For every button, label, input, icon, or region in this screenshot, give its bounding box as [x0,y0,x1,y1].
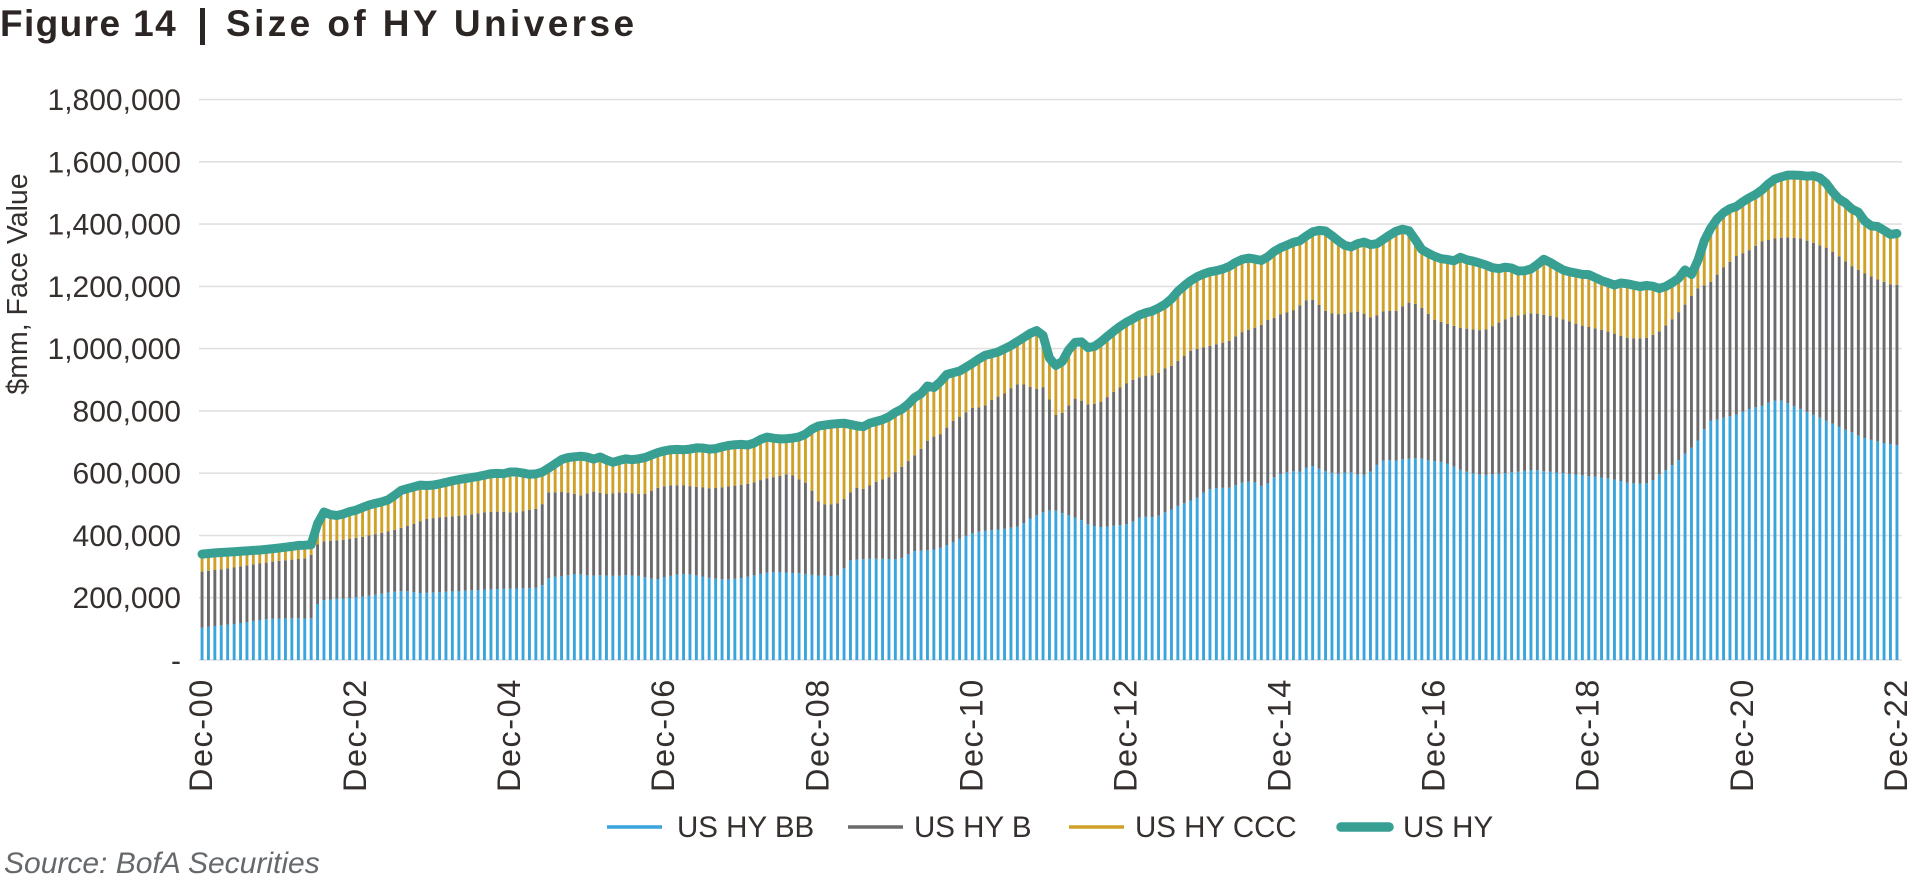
svg-text:Dec-00: Dec-00 [183,678,219,792]
svg-text:US HY BB: US HY BB [677,811,814,844]
svg-text:Dec-08: Dec-08 [799,678,835,792]
svg-text:1,600,000: 1,600,000 [48,146,181,179]
svg-text:Dec-02: Dec-02 [337,678,373,792]
svg-text:Dec-10: Dec-10 [953,678,989,792]
svg-text:-: - [171,645,181,678]
svg-text:200,000: 200,000 [73,582,181,615]
svg-text:Dec-04: Dec-04 [491,678,527,792]
svg-text:600,000: 600,000 [73,458,181,491]
svg-text:Dec-20: Dec-20 [1724,678,1760,792]
svg-text:Figure 14: Figure 14 [0,3,177,44]
svg-text:Source: BofA Securities: Source: BofA Securities [4,847,320,880]
svg-text:Dec-14: Dec-14 [1262,678,1298,792]
svg-text:Dec-16: Dec-16 [1416,678,1452,792]
svg-text:1,200,000: 1,200,000 [48,271,181,304]
svg-text:Size of HY Universe: Size of HY Universe [226,3,637,44]
svg-text:1,800,000: 1,800,000 [48,84,181,117]
svg-text:400,000: 400,000 [73,520,181,553]
svg-text:Dec-12: Dec-12 [1108,678,1144,792]
svg-text:800,000: 800,000 [73,395,181,428]
svg-text:1,400,000: 1,400,000 [48,209,181,242]
svg-text:$mm, Face Value: $mm, Face Value [2,173,34,394]
svg-text:Dec-06: Dec-06 [645,678,681,792]
svg-text:Dec-22: Dec-22 [1878,678,1913,792]
svg-text:US HY CCC: US HY CCC [1135,811,1297,844]
svg-text:US HY: US HY [1403,811,1493,844]
svg-text:Dec-18: Dec-18 [1570,678,1606,792]
svg-text:US HY B: US HY B [914,811,1032,844]
svg-text:1,000,000: 1,000,000 [48,333,181,366]
